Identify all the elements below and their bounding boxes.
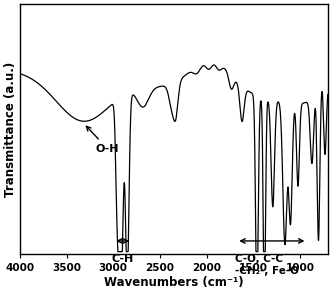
Text: O-H: O-H xyxy=(86,126,120,154)
X-axis label: Wavenumbers (cm⁻¹): Wavenumbers (cm⁻¹) xyxy=(104,276,244,289)
Text: C-O, C-C
-CH₂-, Fe-O: C-O, C-C -CH₂-, Fe-O xyxy=(234,254,298,276)
Y-axis label: Transmittance (a.u.): Transmittance (a.u.) xyxy=(4,62,17,197)
Text: C-H: C-H xyxy=(112,254,134,264)
